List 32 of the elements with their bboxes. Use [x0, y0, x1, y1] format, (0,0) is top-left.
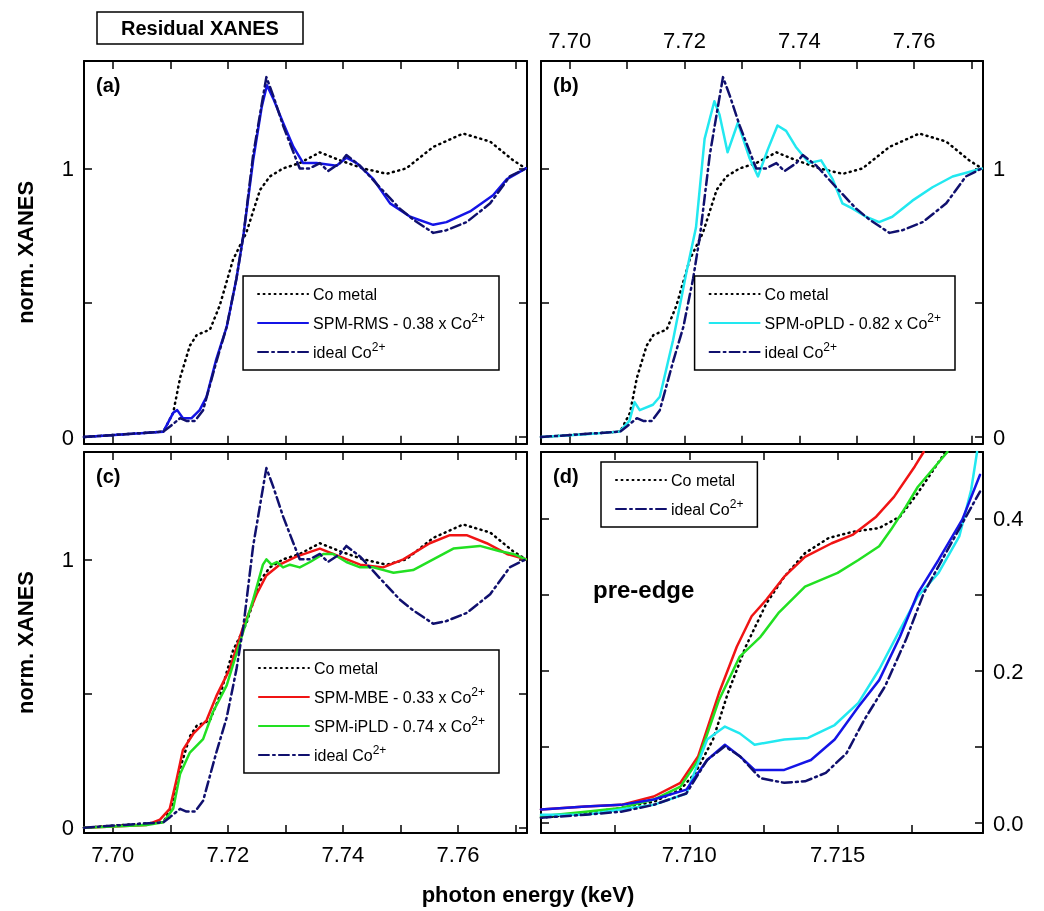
x-tick-label: 7.710	[661, 841, 717, 867]
x-axis-title: photon energy (keV)	[421, 881, 635, 907]
y-axis-title: norm. XANES	[12, 570, 38, 715]
y-tick-label: 1	[61, 546, 74, 572]
y-tick-label: 0	[993, 424, 1006, 450]
legend-label: Co metal	[671, 471, 736, 489]
x-tick-label: 7.76	[892, 27, 936, 53]
x-tick-label: 7.72	[206, 841, 250, 867]
y-tick-label: 0.0	[993, 810, 1024, 836]
y-tick-label: 0.2	[993, 658, 1024, 684]
y-tick-label: 1	[993, 155, 1006, 181]
y-tick-label: 0	[61, 424, 74, 450]
annotation: (c)	[96, 465, 121, 487]
annotation: (b)	[553, 74, 579, 96]
x-tick-label: 7.70	[91, 841, 135, 867]
legend-label: Co metal	[313, 659, 378, 677]
x-tick-label: 7.76	[436, 841, 480, 867]
x-tick-label: 7.74	[321, 841, 365, 867]
y-tick-label: 1	[61, 155, 74, 181]
annotation: pre-edge	[593, 576, 695, 604]
x-tick-label: 7.70	[548, 27, 592, 53]
x-tick-label: 7.715	[810, 841, 866, 867]
y-axis-title: norm. XANES	[12, 180, 38, 324]
x-tick-label: 7.72	[663, 27, 706, 53]
annotation: (d)	[553, 465, 579, 487]
x-tick-label: 7.74	[777, 27, 821, 53]
y-tick-label: 0	[61, 815, 74, 841]
y-tick-label: 0.4	[993, 506, 1024, 532]
annotation: (a)	[96, 74, 121, 96]
chart-title: Residual XANES	[121, 17, 279, 39]
legend-label: Co metal	[764, 285, 829, 303]
legend-label: Co metal	[313, 285, 378, 303]
